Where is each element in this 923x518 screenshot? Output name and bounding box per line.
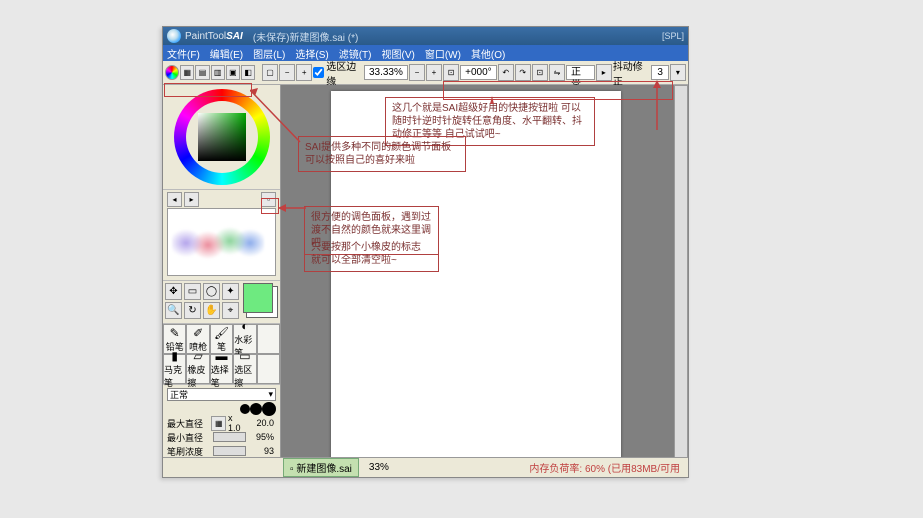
swatch-clear-icon[interactable]: ▫ xyxy=(261,192,276,207)
title-file: (未保存)新建图像.sai (*) xyxy=(253,29,359,44)
rot-ccw-icon[interactable]: ↶ xyxy=(498,64,514,81)
stabilizer-value[interactable]: 3 xyxy=(651,65,669,80)
flip-h-icon[interactable]: ⇋ xyxy=(549,64,565,81)
color-square[interactable] xyxy=(198,113,246,161)
mode-next-icon[interactable]: ▸ xyxy=(596,64,612,81)
min-diameter-slider[interactable] xyxy=(213,432,246,442)
rotation-value[interactable]: +000° xyxy=(460,65,497,80)
colormode-scratch-icon[interactable]: ◧ xyxy=(241,65,255,80)
app-logo xyxy=(167,29,181,43)
zoom-readout: 33% xyxy=(369,462,389,473)
scrollbar-v[interactable] xyxy=(674,85,688,463)
menu-other[interactable]: 其他(O) xyxy=(471,46,505,61)
brush-selpen[interactable]: ▬选择笔 xyxy=(210,354,233,384)
menu-edit[interactable]: 编辑(E) xyxy=(210,46,243,61)
canvas-fit-icon[interactable]: ▢ xyxy=(262,64,278,81)
color-wheel-panel xyxy=(163,85,280,190)
wand-tool-icon[interactable]: ✦ xyxy=(222,283,239,300)
zoom-in-icon[interactable]: + xyxy=(296,64,312,81)
zoom-out-icon[interactable]: − xyxy=(279,64,295,81)
title-right: [SPL] xyxy=(662,31,684,41)
blend-mode-value[interactable]: 正常 xyxy=(566,65,595,80)
rotate-tool-icon[interactable]: ↻ xyxy=(184,302,201,319)
brand-label: PaintTool xyxy=(185,31,226,42)
zoom-tool-icon[interactable]: 🔍 xyxy=(165,302,182,319)
brush-mode-dropdown[interactable]: 正常▾ xyxy=(167,388,276,401)
top-toolbar: ▦ ▤ ▥ ▣ ◧ ▢ − + 选区边缘 33.33% − + ⊡ +000° … xyxy=(163,61,688,85)
zoom-minus-icon[interactable]: − xyxy=(409,64,425,81)
hand-tool-icon[interactable]: ✋ xyxy=(203,302,220,319)
fg-color-swatch[interactable] xyxy=(243,283,273,313)
lasso-tool-icon[interactable]: ◯ xyxy=(203,283,220,300)
swatch-prev-icon[interactable]: ◂ xyxy=(167,192,182,207)
statusbar: ▫ 新建图像.sai 33% 内存负荷率: 60% (已用83MB/可用 xyxy=(163,457,688,477)
menu-window[interactable]: 窗口(W) xyxy=(425,46,461,61)
density-slider[interactable] xyxy=(213,446,246,456)
stabilizer-label: 抖动修正 xyxy=(613,58,651,88)
annotation-colorpanel: SAI提供多种不同的颜色调节面板 可以按照自己的喜好来啦 xyxy=(298,136,466,172)
move-tool-icon[interactable]: ✥ xyxy=(165,283,182,300)
brush-eraser[interactable]: ▱橡皮擦 xyxy=(186,354,209,384)
colormode-gray-icon[interactable]: ▥ xyxy=(211,65,225,80)
rot-cw-icon[interactable]: ↷ xyxy=(515,64,531,81)
colormode-hsv-icon[interactable]: ▤ xyxy=(195,65,209,80)
tool-panel: ✥ ▭ ◯ ✦ 🔍 ↻ ✋ ⌖ xyxy=(163,281,280,324)
swatch-panel: ◂ ▸ ▫ xyxy=(163,190,280,281)
document-tab[interactable]: ▫ 新建图像.sai xyxy=(283,458,359,477)
picker-tool-icon[interactable]: ⌖ xyxy=(222,302,239,319)
selection-edge-check[interactable]: 选区边缘 xyxy=(313,58,363,88)
scratch-pad[interactable] xyxy=(167,208,276,276)
rot-reset-icon[interactable]: ⊡ xyxy=(532,64,548,81)
menu-image[interactable]: 图层(L) xyxy=(253,46,285,61)
menu-view[interactable]: 视图(V) xyxy=(381,46,414,61)
colormode-rgb-icon[interactable]: ▦ xyxy=(180,65,194,80)
stabilizer-dropdown-icon[interactable]: ▾ xyxy=(670,64,686,81)
brush-selerase[interactable]: ▭选区擦 xyxy=(233,354,256,384)
titlebar: PaintTool SAI (未保存)新建图像.sai (*) [SPL] xyxy=(163,27,688,45)
annotation-eraser: 只要按那个小橡皮的标志 就可以全部清空啦~ xyxy=(304,237,439,272)
color-wheel[interactable] xyxy=(174,89,270,185)
select-tool-icon[interactable]: ▭ xyxy=(184,283,201,300)
menubar: 文件(F) 编辑(E) 图层(L) 选择(S) 滤镜(T) 视图(V) 窗口(W… xyxy=(163,45,688,61)
brush-empty1[interactable] xyxy=(257,324,280,354)
zoom-reset-icon[interactable]: ⊡ xyxy=(443,64,459,81)
brush-panel: ✎铅笔 ✐喷枪 🖌笔 ◐水彩笔 ▮马克笔 ▱橡皮擦 ▬选择笔 ▭选区擦 xyxy=(163,324,280,385)
colormode-wheel-icon[interactable] xyxy=(165,65,179,80)
selection-edge-value[interactable]: 33.33% xyxy=(364,65,408,80)
zoom-plus-icon[interactable]: + xyxy=(426,64,442,81)
sai-label: SAI xyxy=(226,31,243,42)
menu-file[interactable]: 文件(F) xyxy=(167,46,200,61)
left-sidebar: ◂ ▸ ▫ ✥ ▭ ◯ ✦ xyxy=(163,85,281,477)
swatch-next-icon[interactable]: ▸ xyxy=(184,192,199,207)
colormode-swatch-icon[interactable]: ▣ xyxy=(226,65,240,80)
brush-empty2[interactable] xyxy=(257,354,280,384)
size-grid-icon[interactable]: ▦ xyxy=(211,416,226,431)
memory-readout: 内存负荷率: 60% (已用83MB/可用 xyxy=(529,460,680,475)
brush-marker[interactable]: ▮马克笔 xyxy=(163,354,186,384)
